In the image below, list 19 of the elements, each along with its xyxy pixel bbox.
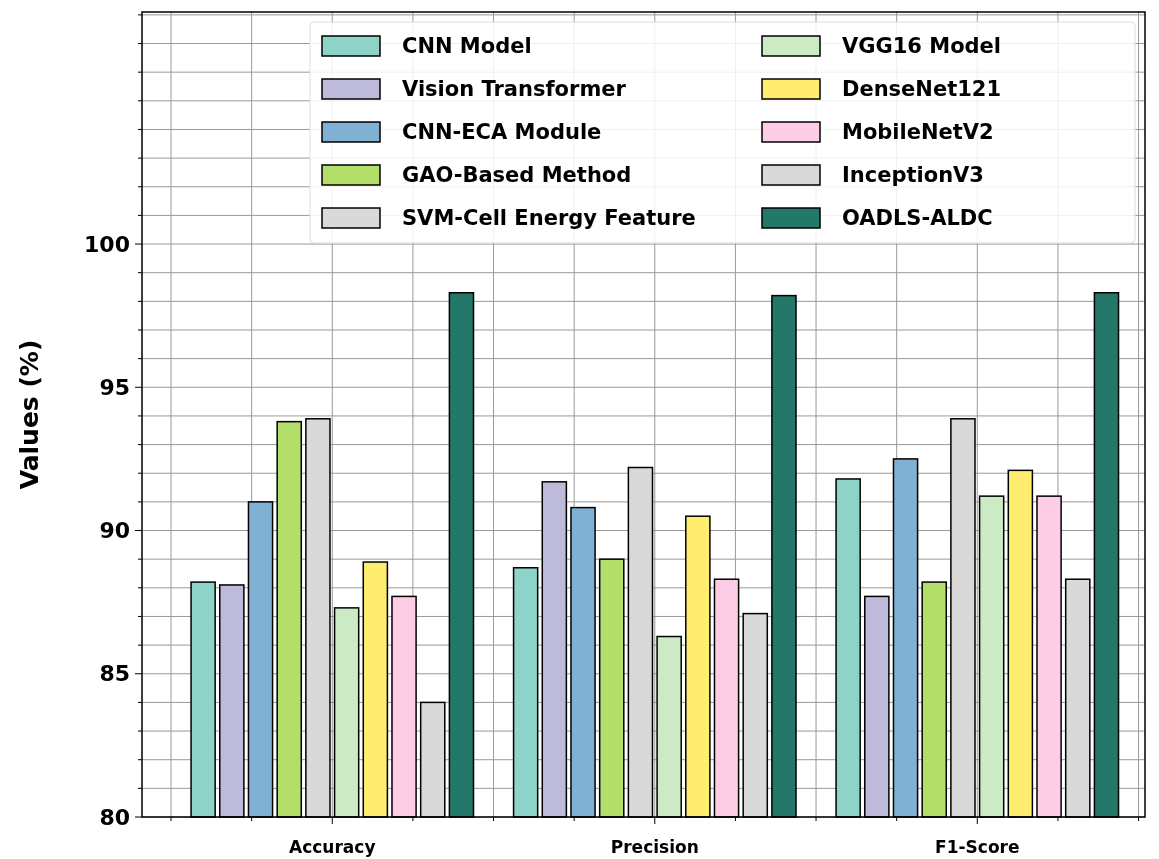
legend-label: CNN-ECA Module — [402, 120, 602, 145]
legend-label: SVM-Cell Energy Feature — [402, 206, 696, 231]
x-tick-label: F1-Score — [935, 837, 1020, 857]
y-axis-title: Values (%) — [15, 339, 44, 490]
legend-label: GAO-Based Method — [402, 163, 632, 188]
legend-label: MobileNetV2 — [842, 120, 994, 145]
y-tick-label: 95 — [99, 374, 130, 400]
y-tick-label: 80 — [99, 804, 130, 830]
legend-label: Vision Transformer — [402, 77, 627, 102]
x-tick-label: Accuracy — [289, 837, 376, 857]
legend-label: OADLS-ALDC — [842, 206, 993, 231]
legend-label: CNN Model — [402, 34, 532, 59]
y-tick-label: 100 — [84, 231, 130, 257]
legend-label: VGG16 Model — [842, 34, 1002, 59]
y-tick-label: 85 — [99, 661, 130, 687]
legend-label: DenseNet121 — [842, 77, 1002, 102]
legend-label: InceptionV3 — [842, 163, 984, 188]
y-tick-label: 90 — [99, 518, 130, 544]
x-tick-label: Precision — [610, 837, 699, 857]
